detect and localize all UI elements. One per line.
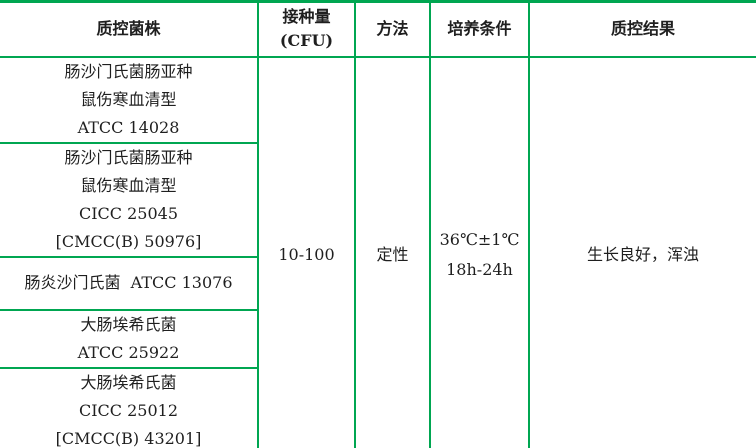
header-cell-strain: 质控菌株 xyxy=(0,0,259,58)
strain-line: CICC 25012 xyxy=(78,400,179,420)
strain-line: CICC 25045 xyxy=(78,203,179,223)
table-row: 肠沙门氏菌肠亚种 鼠伤寒血清型 CICC 25045 [CMCC(B) 5097… xyxy=(0,141,756,258)
strain-line: 大肠埃希氏菌 xyxy=(80,314,177,334)
table-row: 肠沙门氏菌肠亚种 鼠伤寒血清型 ATCC 14028 10-100 定性 36℃… xyxy=(0,55,756,448)
strain-line: [CMCC(B) 50976] xyxy=(55,231,202,251)
method-value: 定性 xyxy=(376,245,409,264)
culture-duration: 18h-24h xyxy=(446,260,513,279)
strain-cell-4: 大肠埃希氏菌 ATCC 25922 xyxy=(0,308,259,369)
header-cell-inoculum: 接种量 (CFU) xyxy=(257,0,356,58)
header-label-inoculum-line1: 接种量 xyxy=(282,7,331,27)
result-value: 生长良好，浑浊 xyxy=(586,245,699,264)
strain-cell-1: 肠沙门氏菌肠亚种 鼠伤寒血清型 ATCC 14028 xyxy=(0,55,259,144)
table-row: 大肠埃希氏菌 CICC 25012 [CMCC(B) 43201] xyxy=(0,366,756,448)
culture-cell: 36℃±1℃ 18h-24h xyxy=(429,55,530,448)
strain-line: 大肠埃希氏菌 xyxy=(80,372,177,392)
header-label-culture: 培养条件 xyxy=(447,19,512,39)
strain-line: 肠沙门氏菌肠亚种 xyxy=(64,147,193,167)
strain-line: 鼠伤寒血清型 xyxy=(80,175,177,195)
inoculum-cell: 10-100 xyxy=(257,55,356,448)
strain-line: [CMCC(B) 43201] xyxy=(55,428,202,448)
result-cell: 生长良好，浑浊 xyxy=(528,55,756,448)
method-cell: 定性 xyxy=(354,55,431,448)
culture-temp: 36℃±1℃ xyxy=(439,230,520,249)
table-row: 大肠埃希氏菌 ATCC 25922 xyxy=(0,308,756,369)
strain-cell-5: 大肠埃希氏菌 CICC 25012 [CMCC(B) 43201] xyxy=(0,366,259,448)
header-label-result: 质控结果 xyxy=(610,19,675,39)
header-cell-result: 质控结果 xyxy=(528,0,756,58)
header-cell-culture: 培养条件 xyxy=(429,0,530,58)
header-row: 质控菌株 接种量 (CFU) 方法 培养条件 质控结果 xyxy=(0,0,756,58)
header-label-strain: 质控菌株 xyxy=(96,19,161,39)
header-label-inoculum-line2: (CFU) xyxy=(279,31,334,51)
strain-line: 鼠伤寒血清型 xyxy=(80,89,177,109)
inoculum-value: 10-100 xyxy=(278,245,335,264)
table-row: 肠炎沙门氏菌 ATCC 13076 xyxy=(0,255,756,311)
strain-line: ATCC 25922 xyxy=(77,342,180,362)
strain-cell-3: 肠炎沙门氏菌 ATCC 13076 xyxy=(0,255,259,311)
header-cell-method: 方法 xyxy=(354,0,431,58)
strain-line: 肠沙门氏菌肠亚种 xyxy=(64,61,193,81)
strain-cell-2: 肠沙门氏菌肠亚种 鼠伤寒血清型 CICC 25045 [CMCC(B) 5097… xyxy=(0,141,259,258)
strain-line: 肠炎沙门氏菌 ATCC 13076 xyxy=(24,273,233,292)
strain-line: ATCC 14028 xyxy=(77,117,180,137)
header-label-method: 方法 xyxy=(376,19,409,39)
